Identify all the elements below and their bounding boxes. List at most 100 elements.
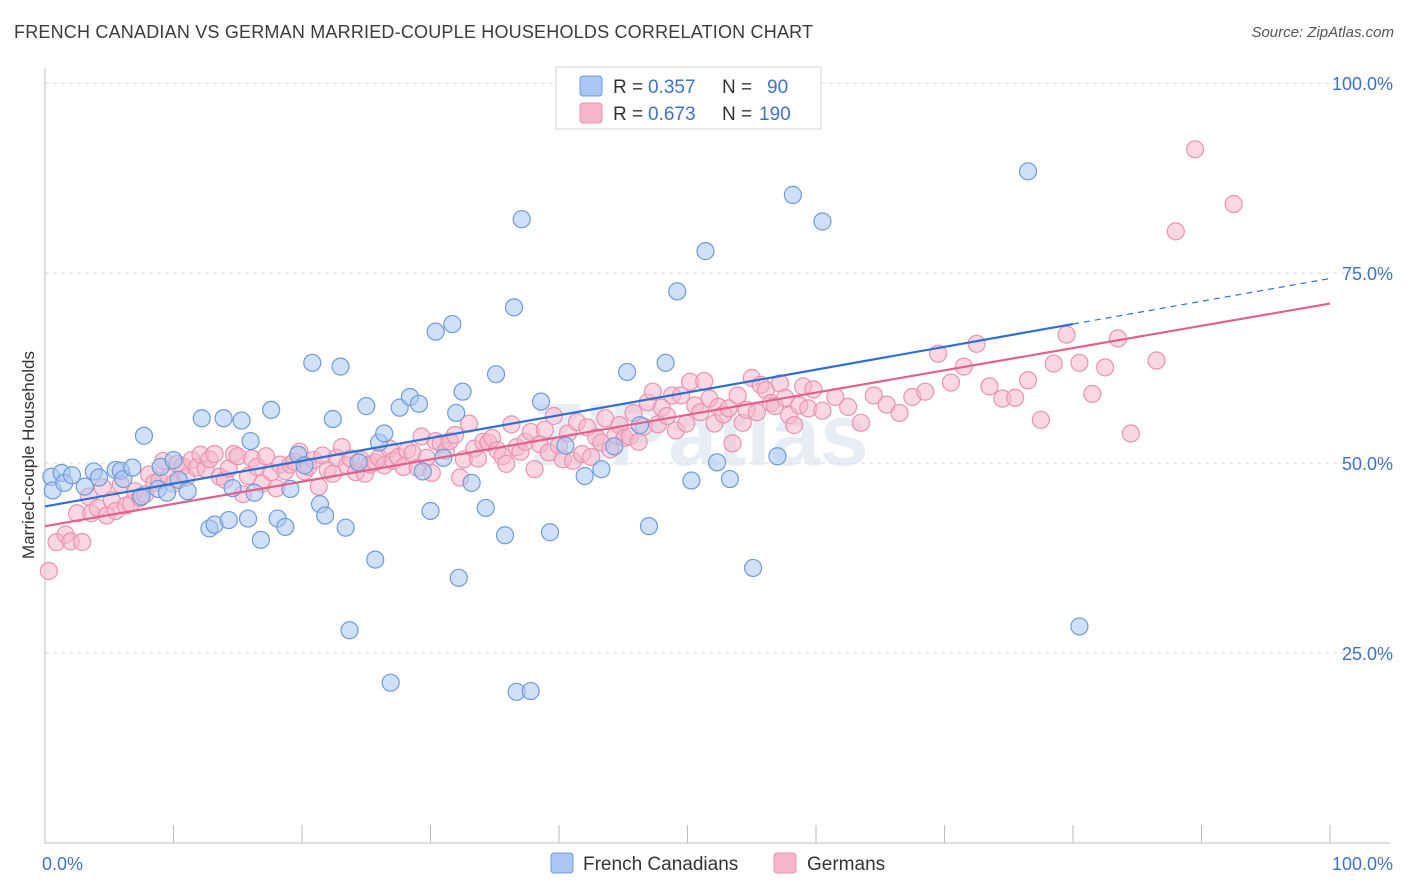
french-canadians-point — [447, 403, 466, 423]
germans-point — [877, 395, 896, 414]
french-canadians-point — [556, 436, 575, 455]
french-canadians-point — [251, 530, 270, 549]
germans-point — [839, 397, 858, 416]
french-canadians-point — [276, 517, 295, 537]
french-canadians-point — [521, 681, 540, 701]
y-tick-label-1: 50.0% — [1342, 454, 1393, 474]
french-canadians-point — [813, 212, 832, 231]
germans-point — [525, 460, 544, 479]
germans-point — [582, 447, 601, 467]
french-canadians-point — [696, 242, 715, 261]
french-canadians-point — [540, 523, 560, 542]
french-canadians-point — [132, 487, 151, 506]
germans-point — [695, 371, 714, 391]
french-canadians-point — [336, 518, 355, 537]
y-tick-label-0: 25.0% — [1342, 644, 1393, 664]
germans-point — [916, 382, 935, 401]
french-canadians-point — [421, 501, 440, 521]
french-canadians-points — [42, 162, 1089, 701]
legend-swatch-blue — [579, 75, 603, 97]
french-canadians-point — [241, 431, 260, 451]
french-canadians-point — [743, 558, 763, 578]
french-canadians-point — [214, 409, 233, 428]
source-credit: Source: ZipAtlas.com — [1251, 24, 1394, 41]
french-canadians-point — [340, 621, 359, 640]
french-canadians-point — [409, 394, 429, 413]
germans-point — [1224, 194, 1243, 214]
germans-point — [1083, 384, 1102, 404]
french-canadians-point — [192, 409, 211, 428]
french-canadians-trend-line — [44, 322, 1074, 508]
legend-bottom-label-pink: Germans — [807, 854, 885, 875]
germans-point — [785, 416, 804, 435]
germans-point — [813, 401, 832, 420]
y-tick-label-2: 75.0% — [1342, 264, 1393, 284]
x-tick-labels: 0.0% 100.0% — [42, 854, 1393, 874]
french-canadians-point — [366, 550, 385, 569]
germans-point — [864, 386, 883, 405]
french-canadians-point — [349, 453, 368, 472]
germans-point — [1006, 388, 1025, 407]
axes — [44, 68, 1390, 844]
french-canadians-point — [495, 526, 515, 545]
germans-point — [1044, 354, 1063, 373]
french-canadians-point — [303, 353, 322, 372]
french-canadians-point — [178, 482, 197, 501]
germans-point — [728, 386, 747, 405]
french-canadians-point — [453, 382, 472, 401]
germans-point — [1070, 353, 1089, 372]
germans-point — [980, 377, 999, 396]
trend-lines — [44, 277, 1331, 528]
y-tick-label-3: 100.0% — [1332, 74, 1393, 94]
germans-point — [941, 373, 961, 392]
french-canadians-point — [783, 185, 802, 204]
germans-point — [1031, 410, 1050, 429]
french-canadians-point — [575, 466, 594, 486]
chart-title: FRENCH CANADIAN VS GERMAN MARRIED-COUPLE… — [14, 22, 814, 42]
germans-point — [1166, 222, 1185, 241]
french-canadians-point — [316, 506, 335, 525]
legend-top: R = 0.357 N = 90 R = 0.673 N = 190 — [555, 66, 822, 130]
french-canadians-point — [720, 469, 740, 489]
legend-r-label-pink: R = — [613, 104, 643, 125]
french-canadians-point — [656, 353, 675, 372]
y-tick-labels: 25.0% 50.0% 75.0% 100.0% — [1332, 74, 1393, 664]
french-canadians-point — [164, 450, 183, 470]
x-tick-label-0: 0.0% — [42, 854, 83, 874]
germans-point — [723, 434, 742, 453]
french-canadians-point — [639, 517, 659, 536]
french-canadians-point — [262, 400, 281, 420]
germans-point — [205, 444, 224, 464]
germans-point — [851, 413, 871, 432]
french-canadians-point — [238, 509, 258, 528]
grid-lines — [45, 82, 1390, 654]
french-canadians-point — [531, 392, 551, 411]
legend-n-value-pink: 190 — [759, 104, 791, 125]
legend-n-value-blue: 90 — [767, 77, 788, 98]
french-canadians-point — [89, 468, 109, 487]
germans-point — [1121, 424, 1140, 443]
germans-point — [1185, 140, 1205, 159]
french-canadians-point — [123, 458, 142, 477]
french-canadians-trend-extension — [1072, 277, 1331, 325]
french-canadians-point — [413, 462, 432, 481]
germans-point — [39, 561, 58, 581]
germans-point — [677, 414, 696, 433]
french-canadians-point — [245, 483, 264, 502]
french-canadians-point — [618, 362, 637, 382]
x-tick-label-1: 100.0% — [1332, 854, 1393, 874]
legend-bottom-label-blue: French Canadians — [583, 854, 738, 875]
french-canadians-point — [476, 498, 495, 518]
french-canadians-point — [219, 510, 238, 530]
legend-n-label-pink: N = — [722, 104, 752, 125]
y-axis-label: Married-couple Households — [19, 351, 38, 559]
legend-bottom-swatch-pink — [773, 852, 797, 874]
legend-r-label-blue: R = — [613, 77, 643, 98]
germans-point — [535, 420, 554, 439]
germans-point — [804, 380, 823, 399]
french-canadians-point — [605, 437, 624, 456]
germans-point — [967, 334, 986, 353]
french-canadians-point — [331, 357, 350, 376]
french-canadians-point — [462, 473, 481, 492]
